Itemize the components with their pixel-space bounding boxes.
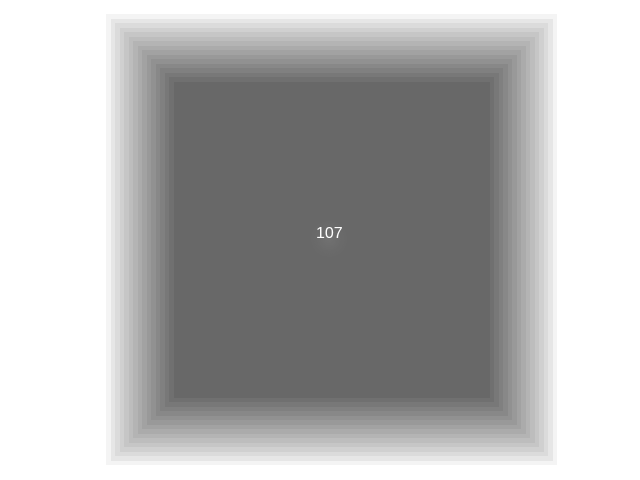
center-glow	[311, 221, 347, 257]
center-value-label: 107	[316, 225, 343, 242]
gradient-square: 107	[106, 14, 557, 465]
